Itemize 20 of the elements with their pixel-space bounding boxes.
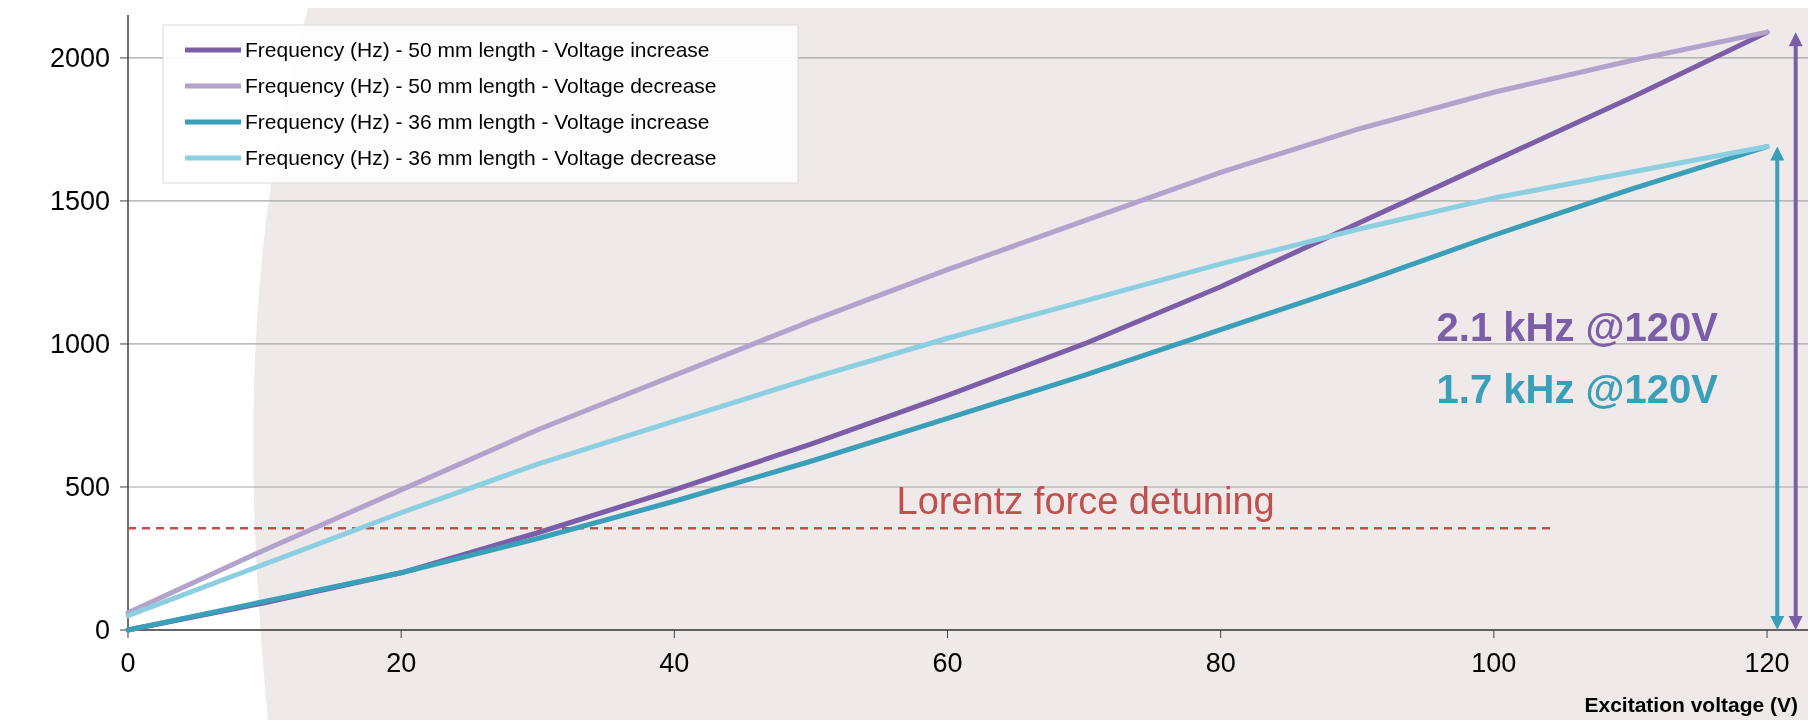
y-tick-label: 0 xyxy=(94,615,110,645)
y-tick-label: 1500 xyxy=(49,185,110,216)
y-tick-label: 2000 xyxy=(49,42,110,73)
x-tick-label: 20 xyxy=(386,648,417,678)
legend-label: Frequency (Hz) - 50 mm length - Voltage decrease xyxy=(245,74,717,97)
x-axis-title: Excitation voltage (V) xyxy=(1584,693,1798,716)
legend-label: Frequency (Hz) - 50 mm length - Voltage increase xyxy=(245,38,710,61)
legend-label: Frequency (Hz) - 36 mm length - Voltage decrease xyxy=(245,146,717,169)
y-tick-label: 1000 xyxy=(49,328,110,359)
ref-line-label: Lorentz force detuning xyxy=(896,480,1275,523)
x-tick-label: 80 xyxy=(1205,648,1236,678)
y-tick-label: 500 xyxy=(64,471,110,502)
x-tick-label: 40 xyxy=(659,648,690,678)
x-tick-label: 60 xyxy=(932,648,963,678)
x-tick-label: 0 xyxy=(120,648,136,678)
legend-label: Frequency (Hz) - 36 mm length - Voltage increase xyxy=(245,110,710,133)
annotation: 1.7 kHz @120V xyxy=(1436,366,1719,411)
annotation: 2.1 kHz @120V xyxy=(1436,304,1719,349)
x-tick-label: 120 xyxy=(1744,648,1790,678)
x-tick-label: 100 xyxy=(1471,648,1517,678)
